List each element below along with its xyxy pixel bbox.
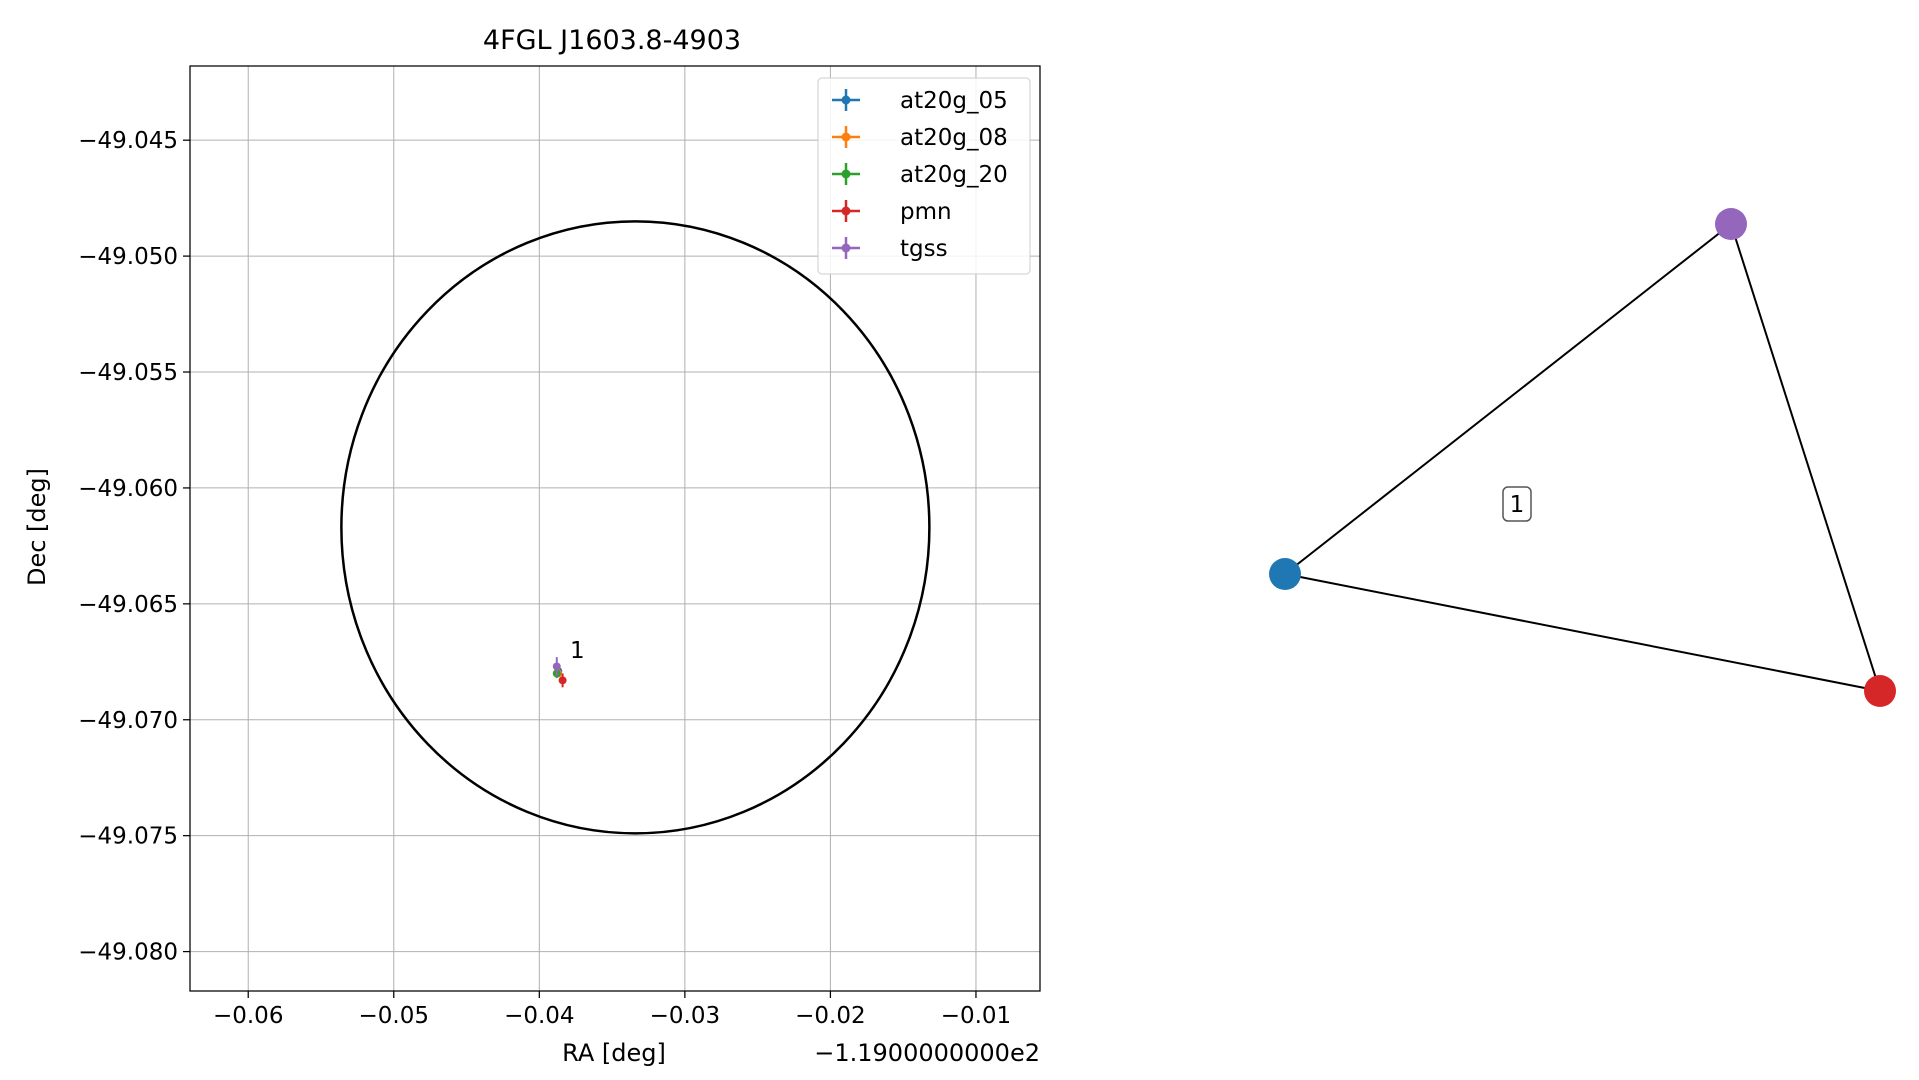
- localization-ellipse-layer: [340, 220, 931, 835]
- sky-position-chart: 1 −0.06 −0.05 −0.04 −0.03 −0.02 −0.01 −49.045…: [23, 25, 1041, 1067]
- x-tick-label: −0.02: [795, 1003, 865, 1029]
- point-annotation: 1: [570, 638, 585, 664]
- y-axis-label: Dec [deg]: [23, 468, 51, 586]
- plot-area-frame: [189, 65, 1041, 992]
- data-point-pmn: [558, 673, 567, 688]
- localization-ellipse: [340, 220, 931, 835]
- legend-label: tgss: [900, 236, 948, 262]
- source-points: 1: [552, 638, 585, 688]
- group-label-box: [1502, 486, 1532, 522]
- legend-swatch-marker: [841, 206, 851, 216]
- legend-swatch-marker: [841, 132, 851, 142]
- network-node: [1864, 675, 1896, 707]
- x-tick-label: −0.01: [941, 1003, 1011, 1029]
- x-axis-offset-label: −1.1900000000e2: [814, 1039, 1040, 1067]
- legend-entry-at20g_08: at20g_08: [832, 125, 1008, 151]
- group-label: 1: [1510, 492, 1525, 518]
- y-tick-label: −49.065: [78, 592, 178, 618]
- legend-label: at20g_20: [900, 162, 1008, 188]
- y-tick-label: −49.070: [78, 708, 178, 734]
- network-node: [1715, 208, 1747, 240]
- legend-entry-pmn: pmn: [832, 199, 952, 225]
- y-tick-label: −49.045: [78, 128, 178, 154]
- x-tick-label: −0.05: [359, 1003, 429, 1029]
- y-tick-label: −49.080: [78, 940, 178, 966]
- point-marker: [558, 676, 567, 685]
- legend-swatch-marker: [841, 169, 851, 179]
- y-tick-label: −49.050: [78, 244, 178, 270]
- legend-entry-at20g_05: at20g_05: [832, 88, 1008, 114]
- x-axis-label: RA [deg]: [562, 1039, 666, 1067]
- x-axis-ticks: −0.06 −0.05 −0.04 −0.03 −0.02 −0.01: [213, 991, 1011, 1029]
- network-edge: [1284, 573, 1881, 692]
- legend-swatch-marker: [841, 95, 851, 105]
- y-tick-label: −49.060: [78, 476, 178, 502]
- y-axis-ticks: −49.045 −49.050 −49.055 −49.060 −49.065 −49.0…: [78, 128, 190, 966]
- network-edge: [1730, 223, 1881, 692]
- legend-entry-tgss: tgss: [832, 236, 948, 262]
- network-edge: [1284, 223, 1732, 575]
- legend-label: at20g_08: [900, 125, 1008, 151]
- x-tick-label: −0.04: [504, 1003, 574, 1029]
- point-marker: [552, 662, 561, 671]
- y-tick-label: −49.075: [78, 824, 178, 850]
- association-network: 1: [1269, 208, 1896, 707]
- data-point-tgss: [552, 657, 561, 676]
- legend-swatch-marker: [841, 243, 851, 253]
- legend-box: [817, 77, 1031, 275]
- network-node: [1269, 558, 1301, 590]
- chart-title: 4FGL J1603.8-4903: [483, 25, 741, 56]
- y-tick-label: −49.055: [78, 360, 178, 386]
- legend-entry-at20g_20: at20g_20: [832, 162, 1008, 188]
- legend-label: at20g_05: [900, 88, 1008, 114]
- legend-label: pmn: [900, 199, 952, 225]
- x-tick-label: −0.06: [213, 1003, 283, 1029]
- x-tick-label: −0.03: [650, 1003, 720, 1029]
